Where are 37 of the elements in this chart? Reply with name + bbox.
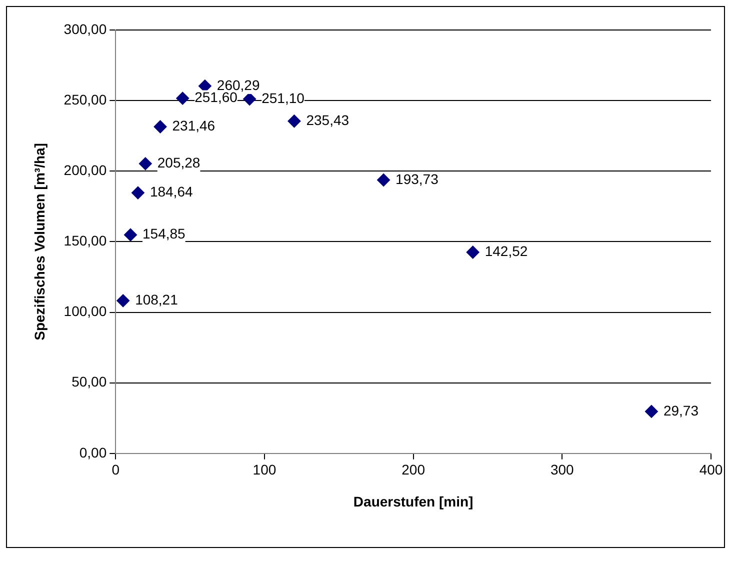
- y-tick-label: 0,00: [79, 444, 107, 460]
- x-tick-label: 0: [112, 462, 120, 478]
- data-label: 251,10: [262, 90, 305, 106]
- point: [154, 120, 167, 134]
- point: [243, 92, 256, 106]
- data-label: 251,60: [194, 89, 238, 106]
- data-label: 108,21: [135, 292, 178, 308]
- point: [466, 246, 480, 259]
- data-label: 154,85: [142, 226, 186, 242]
- point: [138, 157, 152, 170]
- y-tick-label: 100,00: [64, 303, 107, 320]
- y-tick-label: 150,00: [64, 232, 107, 249]
- x-axis-title: Dauerstufen [min]: [353, 493, 474, 510]
- x-tick-label: 300: [550, 462, 574, 478]
- point: [124, 228, 138, 242]
- point: [116, 294, 130, 308]
- data-label: 235,43: [306, 112, 350, 128]
- y-tick-label: 250,00: [64, 91, 107, 108]
- data-label: 142,52: [484, 243, 528, 260]
- y-axis-title: Spezifisches Volumen [m³/ha]: [31, 143, 48, 340]
- x-tick-label: 200: [402, 462, 426, 478]
- y-tick-label: 200,00: [64, 162, 107, 178]
- data-label: 231,46: [172, 118, 216, 134]
- x-tick-label: 100: [252, 462, 276, 478]
- y-tick-label: 50,00: [72, 374, 107, 390]
- point: [288, 114, 301, 128]
- data-label: 260,29: [216, 76, 260, 93]
- data-label: 184,64: [150, 184, 193, 200]
- data-label: 29,73: [663, 402, 699, 418]
- point: [176, 92, 190, 105]
- data-label: 205,28: [157, 154, 200, 171]
- point: [377, 173, 390, 186]
- point: [131, 186, 144, 200]
- y-tick-label: 300,00: [64, 20, 107, 37]
- point: [644, 404, 658, 418]
- data-label: 193,73: [396, 170, 439, 187]
- x-tick-label: 400: [699, 462, 723, 478]
